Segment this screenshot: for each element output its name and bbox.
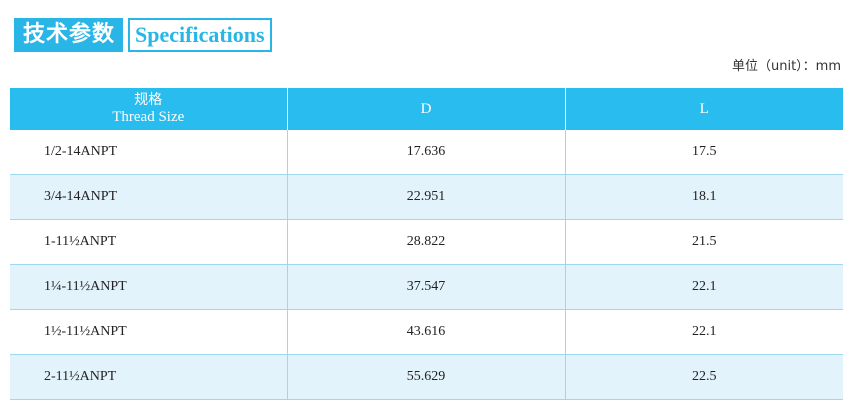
cell-thread-size: 1/2-14ANPT <box>10 130 288 175</box>
section-title: 技术参数 Specifications <box>14 18 272 52</box>
column-header-l: L <box>565 88 843 130</box>
cell-l: 22.1 <box>565 309 843 355</box>
column-header-thread-size-en: Thread Size <box>112 109 185 125</box>
cell-thread-size: 1½-11½ANPT <box>10 309 288 355</box>
column-header-d: D <box>287 88 566 130</box>
cell-l: 17.5 <box>565 130 843 175</box>
table-row: 1¼-11½ANPT 37.547 22.1 <box>10 264 843 310</box>
cell-thread-size: 1¼-11½ANPT <box>10 264 288 310</box>
cell-d: 17.636 <box>287 130 566 175</box>
specifications-table: 规格 Thread Size D L 1/2-14ANPT 17.636 17.… <box>10 88 843 400</box>
cell-d: 37.547 <box>287 264 566 310</box>
cell-thread-size: 1-11½ANPT <box>10 219 288 265</box>
cell-l: 22.1 <box>565 264 843 310</box>
column-header-l-label: L <box>699 100 709 117</box>
table-header-row: 规格 Thread Size D L <box>10 88 843 130</box>
cell-d: 43.616 <box>287 309 566 355</box>
column-header-thread-size-cn: 规格 <box>134 92 163 108</box>
cell-l: 18.1 <box>565 174 843 220</box>
cell-l: 22.5 <box>565 354 843 400</box>
cell-d: 55.629 <box>287 354 566 400</box>
cell-l: 21.5 <box>565 219 843 265</box>
table-row: 2-11½ANPT 55.629 22.5 <box>10 354 843 400</box>
cell-thread-size: 2-11½ANPT <box>10 354 288 400</box>
table-row: 3/4-14ANPT 22.951 18.1 <box>10 174 843 220</box>
cell-thread-size: 3/4-14ANPT <box>10 174 288 220</box>
table-row: 1-11½ANPT 28.822 21.5 <box>10 219 843 265</box>
table-row: 1½-11½ANPT 43.616 22.1 <box>10 309 843 355</box>
column-header-d-label: D <box>420 100 432 117</box>
cell-d: 22.951 <box>287 174 566 220</box>
title-chinese: 技术参数 <box>14 18 124 52</box>
cell-d: 28.822 <box>287 219 566 265</box>
unit-note: 单位（unit）：mm <box>731 59 841 74</box>
column-header-thread-size: 规格 Thread Size <box>10 88 288 130</box>
table-row: 1/2-14ANPT 17.636 17.5 <box>10 130 843 175</box>
title-english: Specifications <box>128 18 272 52</box>
